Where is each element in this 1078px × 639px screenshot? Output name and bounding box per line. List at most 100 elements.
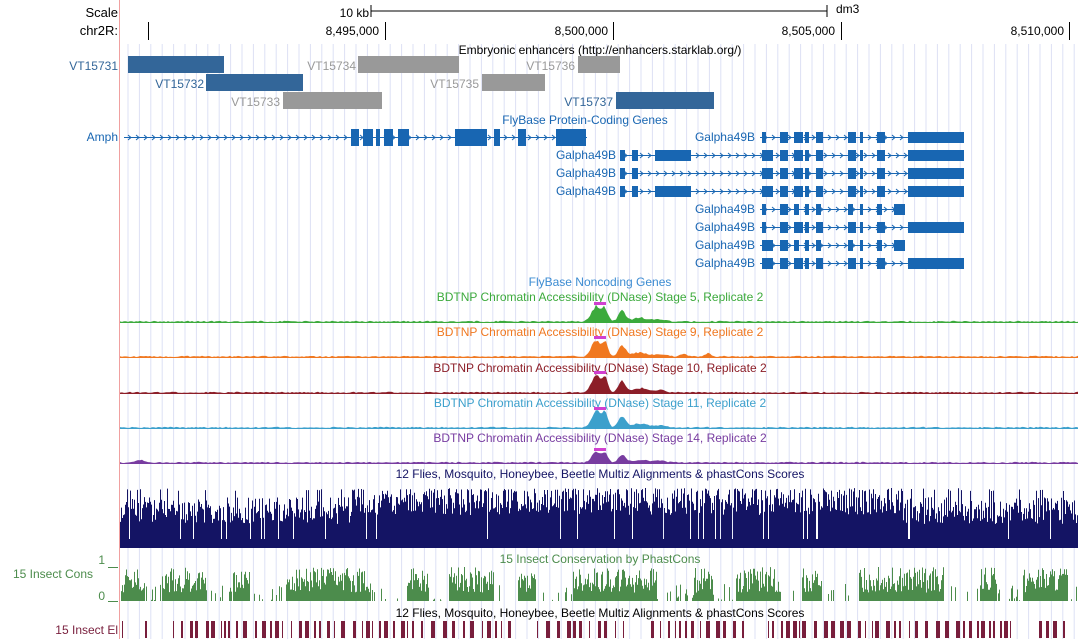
conserved-element[interactable] xyxy=(319,621,321,638)
exon[interactable] xyxy=(860,186,863,197)
conserved-element[interactable] xyxy=(915,621,918,638)
conserved-element[interactable] xyxy=(802,621,806,638)
conserved-element[interactable] xyxy=(886,621,890,638)
conserved-element[interactable] xyxy=(742,621,744,638)
conserved-element[interactable] xyxy=(723,621,726,638)
conserved-element[interactable] xyxy=(327,621,330,638)
conserved-element[interactable] xyxy=(969,621,972,638)
enhancers-track[interactable]: Embryonic enhancers (http://enhancers.st… xyxy=(69,43,741,109)
exon[interactable] xyxy=(794,222,803,233)
exon[interactable] xyxy=(805,240,809,251)
exon[interactable] xyxy=(848,186,856,197)
conserved-element[interactable] xyxy=(706,621,710,638)
exon[interactable] xyxy=(805,258,809,269)
conserved-element[interactable] xyxy=(228,621,230,638)
exon[interactable] xyxy=(780,258,788,269)
conserved-element[interactable] xyxy=(334,621,335,638)
conserved-element[interactable] xyxy=(379,621,381,638)
conserved-element[interactable] xyxy=(945,621,949,638)
exon[interactable] xyxy=(351,129,359,146)
exon[interactable] xyxy=(877,204,882,215)
conserved-element[interactable] xyxy=(421,621,423,638)
conserved-element[interactable] xyxy=(443,621,447,638)
conserved-element[interactable] xyxy=(977,621,979,638)
exon[interactable] xyxy=(816,150,823,161)
exon[interactable] xyxy=(376,129,380,146)
conserved-element[interactable] xyxy=(840,621,844,638)
conserved-element[interactable] xyxy=(579,621,582,638)
exon[interactable] xyxy=(848,240,853,251)
exon[interactable] xyxy=(877,132,885,143)
exon[interactable] xyxy=(780,150,788,161)
exon[interactable] xyxy=(860,132,863,143)
conserved-element[interactable] xyxy=(236,621,238,638)
exon[interactable] xyxy=(894,204,905,215)
exon[interactable] xyxy=(805,150,809,161)
exon[interactable] xyxy=(620,186,625,197)
exon[interactable] xyxy=(762,150,773,161)
exon[interactable] xyxy=(762,186,773,197)
conserved-element[interactable] xyxy=(495,621,497,638)
exon[interactable] xyxy=(655,186,691,197)
enhancer-bar[interactable] xyxy=(128,56,224,73)
conserved-element[interactable] xyxy=(716,621,720,638)
exon[interactable] xyxy=(762,258,773,269)
conserved-element[interactable] xyxy=(847,621,851,638)
conserved-element[interactable] xyxy=(470,621,474,638)
exon[interactable] xyxy=(780,240,788,251)
exon[interactable] xyxy=(632,186,638,197)
conserved-element[interactable] xyxy=(412,621,414,638)
exon[interactable] xyxy=(805,186,809,197)
dnase-stage9-signal[interactable] xyxy=(120,336,1078,358)
conserved-element[interactable] xyxy=(604,621,607,638)
exon[interactable] xyxy=(794,132,803,143)
conserved-element[interactable] xyxy=(407,621,408,638)
conserved-element[interactable] xyxy=(1046,621,1049,638)
conserved-element[interactable] xyxy=(598,621,601,638)
conserved-element[interactable] xyxy=(1039,621,1042,638)
conserved-element[interactable] xyxy=(786,621,790,638)
conserved-element[interactable] xyxy=(981,621,985,638)
conserved-element[interactable] xyxy=(122,621,123,638)
conserved-element[interactable] xyxy=(366,621,370,638)
conserved-element[interactable] xyxy=(799,621,800,638)
enhancer-bar[interactable] xyxy=(283,92,382,109)
exon[interactable] xyxy=(632,168,638,179)
exon[interactable] xyxy=(780,204,788,215)
conserved-element[interactable] xyxy=(733,621,736,638)
conserved-element[interactable] xyxy=(691,621,694,638)
conserved-elements[interactable] xyxy=(122,621,1065,638)
exon[interactable] xyxy=(860,204,863,215)
exon[interactable] xyxy=(780,168,788,179)
conserved-element[interactable] xyxy=(181,621,183,638)
exon[interactable] xyxy=(780,186,788,197)
conserved-element[interactable] xyxy=(557,621,560,638)
conserved-element[interactable] xyxy=(243,621,247,638)
dnase-stage11-signal[interactable] xyxy=(120,407,1078,429)
exon[interactable] xyxy=(398,129,403,146)
conserved-element[interactable] xyxy=(393,621,395,638)
dnase-stage10-signal[interactable] xyxy=(120,371,1078,394)
conserved-element[interactable] xyxy=(772,621,774,638)
conserved-element[interactable] xyxy=(431,621,435,638)
exon[interactable] xyxy=(877,168,885,179)
conserved-element[interactable] xyxy=(195,621,198,638)
conserved-element[interactable] xyxy=(567,621,571,638)
conserved-element[interactable] xyxy=(793,621,797,638)
conserved-element[interactable] xyxy=(660,621,661,638)
conserved-element[interactable] xyxy=(255,621,257,638)
transcript[interactable] xyxy=(760,240,905,251)
conserved-element[interactable] xyxy=(190,621,193,638)
exon[interactable] xyxy=(780,222,788,233)
transcript[interactable] xyxy=(620,150,964,161)
conserved-element[interactable] xyxy=(224,621,226,638)
enhancer-item[interactable]: VT15732 xyxy=(155,74,303,91)
exon[interactable] xyxy=(632,150,638,161)
exon[interactable] xyxy=(908,132,964,143)
conserved-element[interactable] xyxy=(362,621,363,638)
conserved-element[interactable] xyxy=(781,621,783,638)
exon[interactable] xyxy=(518,129,526,146)
conserved-element[interactable] xyxy=(372,621,373,638)
conserved-element[interactable] xyxy=(700,621,701,638)
conserved-element[interactable] xyxy=(401,621,405,638)
